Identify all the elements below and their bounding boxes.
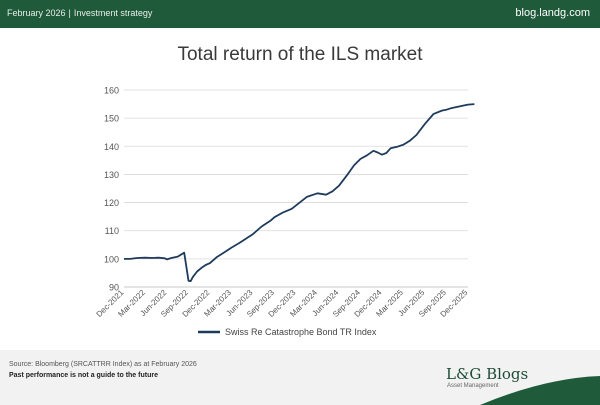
series-line: [124, 103, 475, 282]
y-tick-label: 120: [104, 198, 119, 208]
y-tick-label: 140: [104, 142, 119, 152]
site-link[interactable]: blog.landg.com: [515, 7, 590, 19]
header-left: February 2026 | Investment strategy: [7, 8, 152, 18]
legend-label: Swiss Re Catastrophe Bond TR Index: [225, 327, 377, 337]
y-tick-label: 160: [104, 86, 119, 96]
y-tick-label: 110: [105, 226, 119, 236]
header-separator: |: [68, 8, 71, 18]
chart-title: Total return of the ILS market: [177, 44, 423, 65]
header-bar: February 2026 | Investment strategy blog.l…: [0, 0, 600, 28]
disclaimer: Past performance is not a guide to the f…: [9, 372, 158, 379]
y-tick-label: 150: [104, 114, 119, 124]
header-date: February 2026: [7, 8, 66, 18]
brand-subtitle: Asset Management: [447, 383, 499, 389]
y-tick-label: 130: [104, 170, 119, 180]
header-category: Investment strategy: [73, 8, 153, 18]
y-tick-label: 100: [104, 254, 119, 264]
y-tick-label: 90: [109, 283, 119, 293]
footer-bar: [0, 350, 600, 405]
chart-svg: 90100110120130140150160Dec-2021Mar-2022J…: [95, 86, 475, 337]
source-note: Source: Bloomberg (SRCATTRR Index) as at…: [9, 361, 197, 368]
brand-logo: L&G Blogs: [446, 365, 529, 383]
